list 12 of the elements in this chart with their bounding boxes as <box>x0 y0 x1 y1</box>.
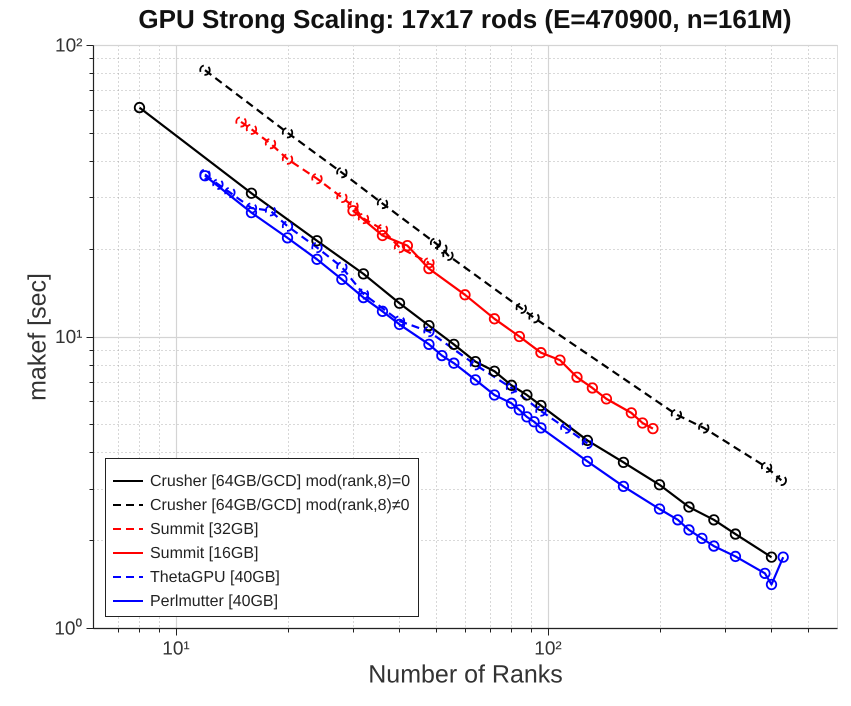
y-tick-label: 10⁰ <box>54 618 82 640</box>
x-axis-title: Number of Ranks <box>368 660 563 688</box>
legend-label: Summit [32GB] <box>150 521 258 538</box>
legend-label: Perlmutter [40GB] <box>150 593 278 610</box>
y-tick-label: 10² <box>55 36 82 56</box>
legend-label: ThetaGPU [40GB] <box>150 569 280 586</box>
chart-title: GPU Strong Scaling: 17x17 rods (E=470900, n=161M) <box>138 4 792 34</box>
y-axis-title: makef [sec] <box>23 273 52 401</box>
y-tick-label: 10¹ <box>55 327 82 348</box>
legend-label: Crusher [64GB/GCD] mod(rank,8)≠0 <box>150 497 410 514</box>
legend-label: Summit [16GB] <box>150 545 258 562</box>
legend-label: Crusher [64GB/GCD] mod(rank,8)=0 <box>150 473 410 490</box>
